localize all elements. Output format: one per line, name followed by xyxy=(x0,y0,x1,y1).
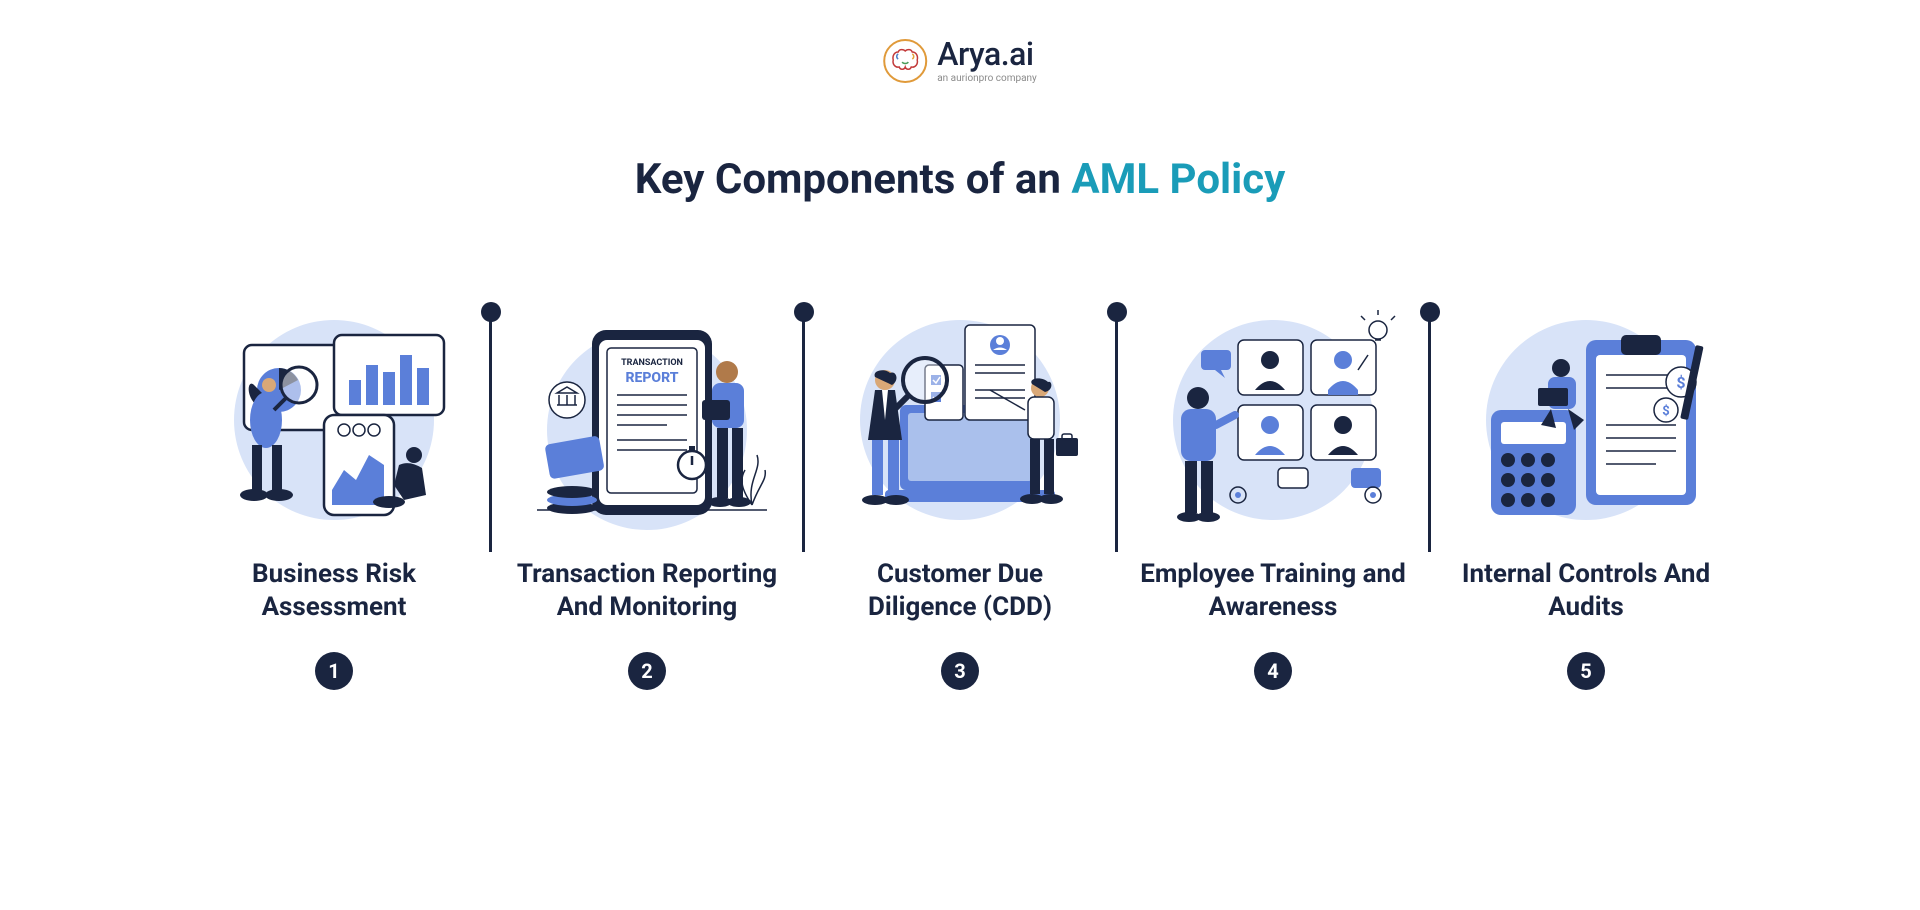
logo-text-wrap: Arya.ai an aurionpro company xyxy=(937,38,1037,84)
card-number-badge: 3 xyxy=(941,652,979,690)
card-title: Customer Due Diligence (CDD) xyxy=(820,558,1100,624)
page-title: Key Components of an AML Policy xyxy=(635,155,1286,204)
brand-name: Arya.ai xyxy=(937,38,1037,70)
card-number-badge: 2 xyxy=(628,652,666,690)
card-number-badge: 4 xyxy=(1254,652,1292,690)
card-number: 4 xyxy=(1267,659,1278,683)
illustration-transaction-report: TRANSACTION REPORT xyxy=(517,310,777,530)
card-transaction-reporting: TRANSACTION REPORT xyxy=(492,310,802,690)
title-accent: AML Policy xyxy=(1071,155,1285,204)
brain-icon xyxy=(890,48,920,74)
svg-text:$: $ xyxy=(1662,404,1669,419)
card-employee-training: Employee Training and Awareness 4 xyxy=(1118,310,1428,690)
card-number-badge: 5 xyxy=(1567,652,1605,690)
card-title: Transaction Reporting And Monitoring xyxy=(507,558,787,624)
cards-row: Business Risk Assessment 1 TRANSACTION R… xyxy=(0,310,1920,690)
brand-tagline: an aurionpro company xyxy=(937,74,1037,84)
card-customer-due-diligence: Customer Due Diligence (CDD) 3 xyxy=(805,310,1115,690)
card-number: 1 xyxy=(328,659,339,683)
card-number: 5 xyxy=(1580,659,1591,683)
illustration-internal-controls: $ $ xyxy=(1456,310,1716,530)
brand-logo: Arya.ai an aurionpro company xyxy=(883,38,1037,84)
card-business-risk: Business Risk Assessment 1 xyxy=(179,310,489,690)
card-number: 2 xyxy=(641,659,652,683)
brain-logo-icon xyxy=(883,39,927,83)
illustration-label: REPORT xyxy=(625,370,678,386)
illustration-label: TRANSACTION xyxy=(621,358,683,368)
illustration-business-risk xyxy=(204,310,464,530)
card-number: 3 xyxy=(954,659,965,683)
svg-text:$: $ xyxy=(1676,373,1685,392)
illustration-employee-training xyxy=(1143,310,1403,530)
card-number-badge: 1 xyxy=(315,652,353,690)
card-title: Internal Controls And Audits xyxy=(1446,558,1726,624)
title-prefix: Key Components of an xyxy=(635,155,1072,204)
card-title: Employee Training and Awareness xyxy=(1133,558,1413,624)
card-title: Business Risk Assessment xyxy=(194,558,474,624)
card-internal-controls: $ $ xyxy=(1431,310,1741,690)
illustration-cdd xyxy=(830,310,1090,530)
